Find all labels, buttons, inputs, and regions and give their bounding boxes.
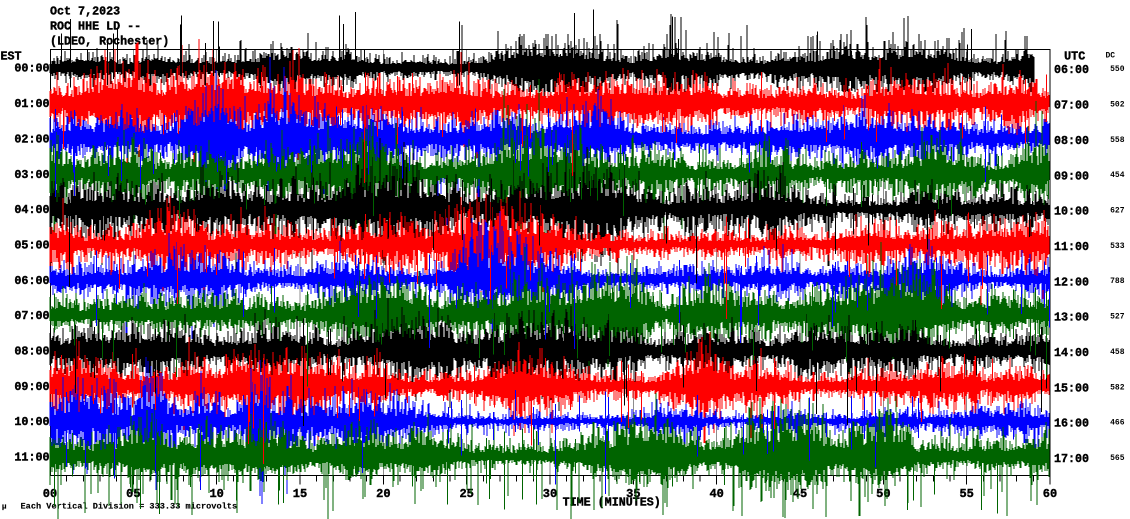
svg-text:502: 502 [1110, 100, 1125, 109]
svg-text:30: 30 [543, 487, 557, 501]
svg-text:582: 582 [1110, 383, 1125, 392]
svg-text:UTC: UTC [1064, 50, 1085, 64]
svg-text:02:00: 02:00 [14, 132, 49, 146]
svg-text:05:00: 05:00 [14, 238, 49, 252]
svg-text:09:00: 09:00 [1054, 169, 1089, 183]
svg-text:DC: DC [1106, 52, 1116, 61]
svg-text:01:00: 01:00 [14, 97, 49, 111]
svg-text:10: 10 [209, 487, 223, 501]
svg-text:00: 00 [43, 487, 57, 501]
svg-text:15:00: 15:00 [1054, 381, 1089, 395]
svg-text:(LDEO, Rochester): (LDEO, Rochester) [50, 35, 169, 49]
svg-text:466: 466 [1110, 419, 1125, 428]
svg-text:10:00: 10:00 [14, 415, 49, 429]
svg-text:627: 627 [1110, 207, 1125, 216]
svg-text:17:00: 17:00 [1054, 452, 1089, 466]
svg-text:45: 45 [793, 487, 807, 501]
svg-text:06:00: 06:00 [1054, 63, 1089, 77]
svg-text:Oct 7,2023: Oct 7,2023 [50, 5, 120, 19]
svg-text:11:00: 11:00 [14, 451, 49, 465]
svg-text:35: 35 [626, 487, 640, 501]
svg-text:25: 25 [459, 487, 473, 501]
svg-text:04:00: 04:00 [14, 203, 49, 217]
svg-text:40: 40 [709, 487, 723, 501]
svg-text:µ: µ [2, 504, 7, 512]
svg-text:06:00: 06:00 [14, 274, 49, 288]
svg-text:Each Vertical Division = 333.: Each Vertical Division = 333.33 microvol… [21, 502, 238, 512]
svg-text:533: 533 [1110, 242, 1125, 251]
svg-text:10:00: 10:00 [1054, 205, 1089, 219]
svg-text:14:00: 14:00 [1054, 346, 1089, 360]
svg-text:16:00: 16:00 [1054, 417, 1089, 431]
svg-text:11:00: 11:00 [1054, 240, 1089, 254]
svg-text:EST: EST [1, 50, 22, 64]
svg-text:50: 50 [876, 487, 890, 501]
svg-text:08:00: 08:00 [1054, 134, 1089, 148]
svg-text:565: 565 [1110, 454, 1125, 463]
svg-text:788: 788 [1110, 277, 1125, 286]
svg-text:20: 20 [376, 487, 390, 501]
svg-text:07:00: 07:00 [1054, 99, 1089, 113]
svg-text:03:00: 03:00 [14, 168, 49, 182]
svg-text:07:00: 07:00 [14, 309, 49, 323]
svg-text:12:00: 12:00 [1054, 275, 1089, 289]
svg-text:00:00: 00:00 [14, 62, 49, 76]
svg-text:550: 550 [1110, 65, 1125, 74]
svg-text:08:00: 08:00 [14, 345, 49, 359]
svg-text:527: 527 [1110, 313, 1125, 322]
svg-text:09:00: 09:00 [14, 380, 49, 394]
svg-text:13:00: 13:00 [1054, 311, 1089, 325]
svg-text:558: 558 [1110, 136, 1125, 145]
svg-text:454: 454 [1110, 171, 1125, 180]
svg-text:458: 458 [1110, 348, 1125, 357]
svg-text:55: 55 [959, 487, 973, 501]
svg-text:60: 60 [1043, 487, 1057, 501]
svg-text:ROC HHE LD --: ROC HHE LD -- [50, 20, 141, 34]
svg-text:TIME (MINUTES): TIME (MINUTES) [563, 496, 661, 510]
svg-text:15: 15 [293, 487, 307, 501]
